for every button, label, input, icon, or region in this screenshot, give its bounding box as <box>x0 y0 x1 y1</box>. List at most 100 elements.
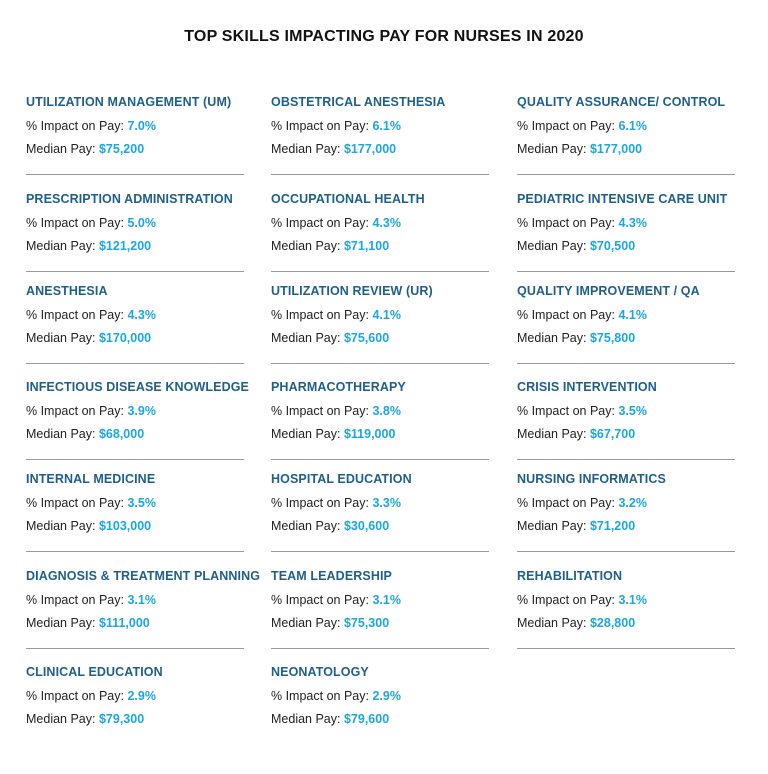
impact-line: % Impact on Pay: 5.0% <box>26 216 156 230</box>
pay-label: Median Pay: <box>26 519 95 533</box>
impact-value: 3.1% <box>372 593 401 607</box>
impact-line: % Impact on Pay: 4.3% <box>517 216 647 230</box>
pay-label: Median Pay: <box>26 712 95 726</box>
pay-label: Median Pay: <box>271 142 340 156</box>
impact-value: 3.2% <box>618 496 647 510</box>
pay-label: Median Pay: <box>26 427 95 441</box>
skill-name: UTILIZATION MANAGEMENT (UM) <box>26 95 231 109</box>
divider <box>271 271 489 272</box>
pay-label: Median Pay: <box>271 427 340 441</box>
pay-label: Median Pay: <box>271 519 340 533</box>
pay-line: Median Pay: $70,500 <box>517 239 635 253</box>
pay-value: $75,600 <box>344 331 389 345</box>
pay-value: $79,600 <box>344 712 389 726</box>
pay-label: Median Pay: <box>271 616 340 630</box>
pay-line: Median Pay: $75,800 <box>517 331 635 345</box>
impact-line: % Impact on Pay: 7.0% <box>26 119 156 133</box>
impact-line: % Impact on Pay: 2.9% <box>271 689 401 703</box>
skill-name: QUALITY ASSURANCE/ CONTROL <box>517 95 725 109</box>
impact-label: % Impact on Pay: <box>271 593 369 607</box>
pay-line: Median Pay: $119,000 <box>271 427 395 441</box>
skill-name: OBSTETRICAL ANESTHESIA <box>271 95 445 109</box>
pay-label: Median Pay: <box>271 331 340 345</box>
pay-value: $71,200 <box>590 519 635 533</box>
pay-label: Median Pay: <box>26 239 95 253</box>
impact-value: 4.3% <box>372 216 401 230</box>
pay-label: Median Pay: <box>517 519 586 533</box>
impact-value: 3.1% <box>618 593 647 607</box>
impact-label: % Impact on Pay: <box>517 593 615 607</box>
divider <box>517 551 735 552</box>
pay-line: Median Pay: $177,000 <box>517 142 642 156</box>
impact-label: % Impact on Pay: <box>517 496 615 510</box>
impact-label: % Impact on Pay: <box>517 404 615 418</box>
skill-name: PRESCRIPTION ADMINISTRATION <box>26 192 233 206</box>
impact-label: % Impact on Pay: <box>271 308 369 322</box>
pay-line: Median Pay: $68,000 <box>26 427 144 441</box>
pay-value: $177,000 <box>344 142 396 156</box>
divider <box>517 174 735 175</box>
impact-label: % Impact on Pay: <box>26 404 124 418</box>
impact-value: 2.9% <box>127 689 156 703</box>
pay-line: Median Pay: $28,800 <box>517 616 635 630</box>
impact-value: 4.3% <box>618 216 647 230</box>
divider <box>271 459 489 460</box>
impact-line: % Impact on Pay: 6.1% <box>271 119 401 133</box>
pay-line: Median Pay: $103,000 <box>26 519 151 533</box>
skill-name: CLINICAL EDUCATION <box>26 665 163 679</box>
impact-line: % Impact on Pay: 3.1% <box>517 593 647 607</box>
pay-line: Median Pay: $121,200 <box>26 239 151 253</box>
pay-value: $75,800 <box>590 331 635 345</box>
skill-name: PEDIATRIC INTENSIVE CARE UNIT <box>517 192 727 206</box>
impact-line: % Impact on Pay: 3.5% <box>26 496 156 510</box>
skill-name: UTILIZATION REVIEW (UR) <box>271 284 433 298</box>
impact-value: 4.3% <box>127 308 156 322</box>
impact-line: % Impact on Pay: 6.1% <box>517 119 647 133</box>
divider <box>26 459 244 460</box>
pay-line: Median Pay: $79,300 <box>26 712 144 726</box>
impact-line: % Impact on Pay: 3.1% <box>271 593 401 607</box>
pay-value: $111,000 <box>99 616 150 630</box>
impact-label: % Impact on Pay: <box>517 216 615 230</box>
skill-name: ANESTHESIA <box>26 284 108 298</box>
pay-line: Median Pay: $75,300 <box>271 616 389 630</box>
pay-label: Median Pay: <box>26 616 95 630</box>
divider <box>26 648 244 649</box>
pay-value: $70,500 <box>590 239 635 253</box>
impact-line: % Impact on Pay: 2.9% <box>26 689 156 703</box>
pay-value: $119,000 <box>344 427 395 441</box>
skill-name: INTERNAL MEDICINE <box>26 472 155 486</box>
impact-value: 3.5% <box>618 404 647 418</box>
impact-label: % Impact on Pay: <box>271 119 369 133</box>
impact-line: % Impact on Pay: 3.9% <box>26 404 156 418</box>
pay-line: Median Pay: $75,600 <box>271 331 389 345</box>
skill-name: PHARMACOTHERAPY <box>271 380 406 394</box>
pay-label: Median Pay: <box>271 239 340 253</box>
impact-value: 4.1% <box>372 308 401 322</box>
skill-name: CRISIS INTERVENTION <box>517 380 657 394</box>
impact-label: % Impact on Pay: <box>271 404 369 418</box>
pay-value: $170,000 <box>99 331 151 345</box>
pay-value: $30,600 <box>344 519 389 533</box>
skill-name: NEONATOLOGY <box>271 665 369 679</box>
impact-value: 6.1% <box>618 119 647 133</box>
impact-line: % Impact on Pay: 4.3% <box>26 308 156 322</box>
pay-line: Median Pay: $75,200 <box>26 142 144 156</box>
pay-label: Median Pay: <box>517 616 586 630</box>
impact-value: 3.1% <box>127 593 156 607</box>
impact-label: % Impact on Pay: <box>26 119 124 133</box>
pay-value: $75,300 <box>344 616 389 630</box>
divider <box>26 551 244 552</box>
pay-label: Median Pay: <box>26 331 95 345</box>
pay-line: Median Pay: $67,700 <box>517 427 635 441</box>
impact-label: % Impact on Pay: <box>26 216 124 230</box>
skill-name: HOSPITAL EDUCATION <box>271 472 412 486</box>
skill-name: DIAGNOSIS & TREATMENT PLANNING <box>26 569 260 583</box>
divider <box>517 271 735 272</box>
skill-name: NURSING INFORMATICS <box>517 472 666 486</box>
impact-line: % Impact on Pay: 3.3% <box>271 496 401 510</box>
impact-line: % Impact on Pay: 3.2% <box>517 496 647 510</box>
pay-value: $103,000 <box>99 519 151 533</box>
divider <box>271 648 489 649</box>
